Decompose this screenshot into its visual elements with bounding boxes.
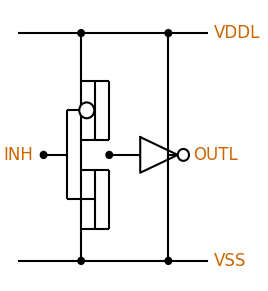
Circle shape bbox=[79, 102, 94, 118]
Circle shape bbox=[78, 258, 84, 264]
Text: VSS: VSS bbox=[213, 252, 246, 270]
Circle shape bbox=[165, 258, 172, 264]
Circle shape bbox=[178, 149, 189, 161]
Text: VDDL: VDDL bbox=[213, 24, 260, 42]
Circle shape bbox=[165, 30, 172, 37]
Circle shape bbox=[106, 151, 113, 158]
Text: INH: INH bbox=[3, 146, 33, 164]
Circle shape bbox=[78, 30, 84, 37]
Text: OUTL: OUTL bbox=[193, 146, 237, 164]
Circle shape bbox=[40, 151, 47, 158]
